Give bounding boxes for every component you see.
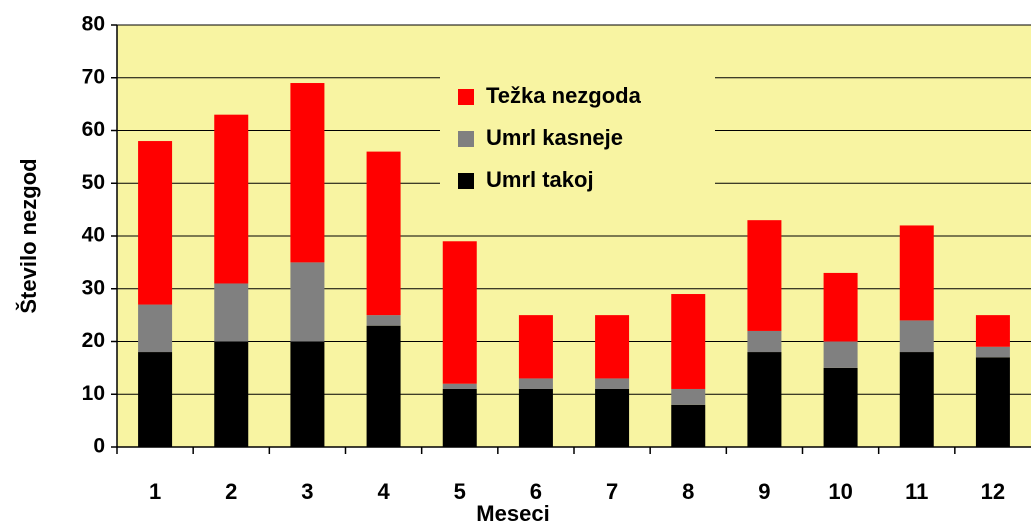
bar-segment bbox=[899, 320, 934, 353]
bar-segment bbox=[975, 346, 1010, 358]
bar-segment bbox=[214, 283, 249, 342]
y-tick-label: 40 bbox=[82, 224, 105, 247]
x-tick-label: 7 bbox=[606, 479, 618, 504]
bar-segment bbox=[366, 325, 401, 447]
y-tick-label: 70 bbox=[82, 65, 105, 88]
bar-segment bbox=[138, 304, 173, 353]
y-tick-label: 10 bbox=[82, 382, 105, 405]
legend-box bbox=[440, 72, 715, 205]
bar-segment bbox=[671, 388, 706, 405]
legend-label: Umrl kasneje bbox=[486, 125, 623, 150]
bar-segment bbox=[899, 352, 934, 447]
bar-segment bbox=[595, 388, 630, 447]
bar-segment bbox=[214, 114, 249, 284]
bar-segment bbox=[595, 378, 630, 389]
bar-segment bbox=[214, 341, 249, 447]
bar-segment bbox=[747, 352, 782, 447]
bar-segment bbox=[823, 272, 858, 342]
x-axis-label: Meseci bbox=[476, 501, 549, 526]
bar-segment bbox=[290, 83, 325, 263]
y-tick-label: 20 bbox=[82, 329, 105, 352]
y-tick-label: 60 bbox=[82, 118, 105, 141]
bar-segment bbox=[671, 404, 706, 447]
bar-segment bbox=[442, 388, 477, 447]
legend-label: Umrl takoj bbox=[486, 167, 594, 192]
bar-segment bbox=[442, 241, 477, 384]
x-tick-label: 6 bbox=[530, 479, 542, 504]
x-tick-label: 10 bbox=[828, 479, 852, 504]
bar-segment bbox=[290, 341, 325, 447]
y-tick-label: 30 bbox=[82, 276, 105, 299]
y-tick-label: 50 bbox=[82, 171, 105, 194]
bar-segment bbox=[518, 378, 553, 389]
bar-segment bbox=[899, 225, 934, 321]
bar-segment bbox=[671, 294, 706, 389]
bar-segment bbox=[442, 383, 477, 389]
bar-segment bbox=[518, 388, 553, 447]
bar-segment bbox=[595, 315, 630, 379]
bar-segment bbox=[366, 151, 401, 316]
bar-segment bbox=[366, 315, 401, 326]
x-tick-label: 8 bbox=[682, 479, 694, 504]
y-tick-label: 0 bbox=[93, 435, 105, 458]
x-tick-label: 12 bbox=[981, 479, 1005, 504]
bar-segment bbox=[138, 141, 173, 305]
bar-segment bbox=[975, 357, 1010, 447]
y-axis-label: Število nezgod bbox=[16, 158, 41, 313]
bar-segment bbox=[518, 315, 553, 379]
legend-swatch bbox=[458, 131, 474, 147]
bar-segment bbox=[290, 262, 325, 342]
bar-segment bbox=[747, 220, 782, 331]
x-tick-label: 11 bbox=[905, 479, 928, 504]
x-tick-label: 3 bbox=[301, 479, 313, 504]
bar-segment bbox=[138, 352, 173, 447]
bar-segment bbox=[823, 367, 858, 447]
x-tick-label: 2 bbox=[225, 479, 237, 504]
x-tick-label: 4 bbox=[377, 479, 390, 504]
x-tick-label: 5 bbox=[454, 479, 466, 504]
bar-segment bbox=[747, 330, 782, 353]
bar-segment bbox=[975, 315, 1010, 347]
y-tick-label: 80 bbox=[82, 13, 105, 36]
x-tick-label: 1 bbox=[149, 479, 161, 504]
legend-swatch bbox=[458, 173, 474, 189]
x-tick-label: 9 bbox=[758, 479, 770, 504]
legend-label: Težka nezgoda bbox=[486, 83, 642, 108]
legend-swatch bbox=[458, 89, 474, 105]
bar-segment bbox=[823, 341, 858, 368]
